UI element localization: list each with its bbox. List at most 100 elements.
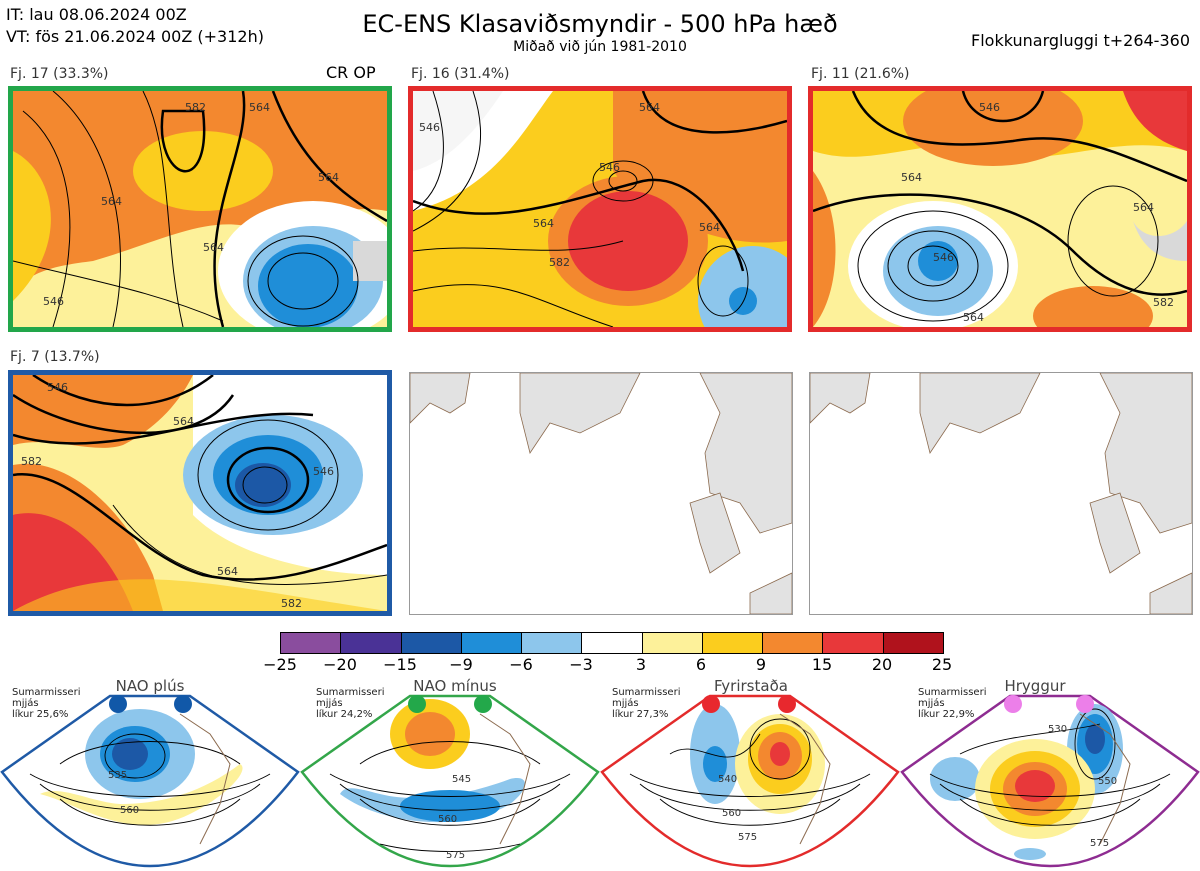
contour-label: 575 [1090,838,1109,849]
page-subtitle: Miðað við jún 1981-2010 [513,39,687,55]
colorbar-swatch [823,633,884,653]
contour-label: 564 [173,415,194,428]
contour-label: 582 [549,256,570,269]
cluster-window: Flokkunargluggi t+264-360 [971,31,1190,50]
regime-map-3: 540 560 575 [600,694,900,868]
colorbar-tick: −3 [569,655,593,674]
contour-label: 560 [438,814,457,825]
valid-time: VT: fös 21.06.2024 00Z (+312h) [6,27,264,46]
cluster-1-tag: CR OP [326,63,376,82]
empty-map-6-svg [810,373,1192,614]
colorbar-tick: 20 [871,655,893,674]
colorbar-tick: 9 [755,655,767,674]
contour-label: 564 [533,217,554,230]
colorbar-tick: 3 [635,655,647,674]
colorbar-swatch [281,633,342,653]
contour-label: 545 [452,774,471,785]
regime-1-marker [109,695,127,713]
contour-label: 564 [318,171,339,184]
cluster-map-2: 546 564 564 582 564 546 [408,86,792,332]
colorbar-tick: −9 [449,655,473,674]
contour-label: 546 [43,295,64,308]
contour-label: 575 [446,850,465,861]
contour-label: 564 [963,311,984,324]
regime-3-title: Fyrirstaða [714,677,788,695]
contour-label: 564 [639,101,660,114]
regime-3-info: Sumarmisseri mjjás líkur 27,3% [612,687,681,720]
empty-map-5-svg [410,373,792,614]
contour-label: 575 [738,832,757,843]
regime-map-2: 545 560 575 [300,694,600,868]
contour-label: 546 [313,465,334,478]
contour-label: 535 [108,770,127,781]
cluster-2-label: Fj. 16 (31.4%) [411,66,510,82]
regime-2-marker [474,695,492,713]
empty-map-6 [809,372,1193,615]
contour-label: 564 [217,565,238,578]
contour-label: 564 [101,195,122,208]
colorbar-tick: 15 [811,655,833,674]
contour-label: 546 [47,381,68,394]
contour-label: 582 [21,455,42,468]
cluster-map-1-svg: 564 582 564 564 564 546 [13,91,387,327]
cluster-map-4-svg: 546 564 582 546 564 582 [13,375,387,611]
contour-label: 564 [901,171,922,184]
contour-label: 582 [185,101,206,114]
regime-4-marker [1076,695,1094,713]
colorbar-tick: −25 [263,655,297,674]
contour-label: 546 [419,121,440,134]
colorbar-swatch [582,633,643,653]
colorbar-tick: 6 [695,655,707,674]
colorbar-swatch [341,633,402,653]
regime-map-1: 535 560 [0,694,300,868]
regime-1-marker [174,695,192,713]
colorbar-swatch [702,633,764,653]
regime-4-marker [1004,695,1022,713]
regime-4-info: Sumarmisseri mjjás líkur 22,9% [918,687,987,720]
colorbar-swatch [883,633,943,653]
init-time: IT: lau 08.06.2024 00Z [6,5,187,24]
contour-label: 564 [203,241,224,254]
contour-label: 546 [933,251,954,264]
colorbar-tick: 25 [931,655,953,674]
cluster-3-label: Fj. 11 (21.6%) [811,66,910,82]
contour-label: 582 [1153,296,1174,309]
colorbar-swatch [522,633,583,653]
regime-3-marker [702,695,720,713]
colorbar-tick: −15 [383,655,417,674]
page-title: EC-ENS Klasaviðsmyndir - 500 hPa hæð [362,10,838,38]
contour-label: 564 [1133,201,1154,214]
header-left: IT: lau 08.06.2024 00Z VT: fös 21.06.202… [6,4,264,48]
colorbar-tick: −6 [509,655,533,674]
regime-map-4: 530 550 575 [900,694,1200,868]
colorbar [280,632,944,654]
contour-label: 530 [1048,724,1067,735]
cluster-map-3: 546 564 564 546 564 582 [808,86,1192,332]
colorbar-tick: −20 [323,655,357,674]
contour-label: 564 [249,101,270,114]
cluster-map-4: 546 564 582 546 564 582 [8,370,392,616]
colorbar-swatch [642,633,703,653]
contour-label: 560 [120,805,139,816]
colorbar-swatch [461,633,523,653]
contour-label: 564 [699,221,720,234]
cluster-map-2-svg: 546 564 564 582 564 546 [413,91,787,327]
contour-label: 582 [281,597,302,610]
regime-4-title: Hryggur [1004,677,1066,695]
cluster-4-label: Fj. 7 (13.7%) [10,349,100,365]
regime-1-title: NAO plús [115,677,185,695]
contour-label: 546 [599,161,620,174]
regime-3-marker [778,695,796,713]
contour-label: 550 [1098,776,1117,787]
regime-2-info: Sumarmisseri mjjás líkur 24,2% [316,687,385,720]
colorbar-swatch [763,633,824,653]
colorbar-swatch [401,633,462,653]
contour-label: 546 [979,101,1000,114]
contour-label: 540 [718,774,737,785]
contour-label: 560 [722,808,741,819]
regime-2-marker [408,695,426,713]
regime-1-info: Sumarmisseri mjjás líkur 25,6% [12,687,81,720]
cluster-1-label: Fj. 17 (33.3%) [10,66,109,82]
regime-2-title: NAO mínus [413,677,497,695]
cluster-map-3-svg: 546 564 564 546 564 582 [813,91,1187,327]
